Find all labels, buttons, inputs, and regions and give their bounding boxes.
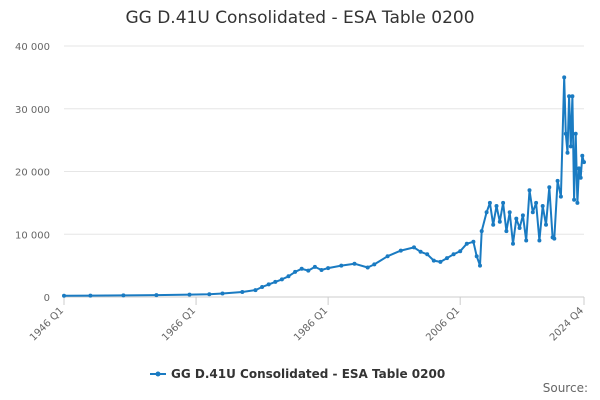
series-layer[interactable]	[62, 75, 586, 298]
data-point[interactable]	[563, 131, 568, 136]
chart-title: GG D.41U Consolidated - ESA Table 0200	[125, 8, 475, 28]
data-point[interactable]	[572, 197, 577, 202]
data-point[interactable]	[273, 279, 278, 284]
data-point[interactable]	[578, 175, 583, 180]
data-point[interactable]	[573, 131, 578, 136]
data-point[interactable]	[220, 291, 225, 296]
data-point[interactable]	[326, 266, 331, 271]
data-point[interactable]	[562, 75, 567, 80]
data-point[interactable]	[412, 245, 416, 250]
data-point[interactable]	[577, 166, 581, 171]
x-tick-label: 1966 Q1	[160, 305, 198, 343]
data-point[interactable]	[293, 269, 298, 274]
data-point[interactable]	[540, 204, 545, 208]
y-tick-label: 20 000	[15, 168, 50, 179]
data-point[interactable]	[575, 200, 580, 205]
y-axis-tick-labels: 0 10 000 20 000 30 000 40 000	[15, 42, 50, 304]
data-point[interactable]	[306, 268, 311, 273]
data-point[interactable]	[458, 249, 463, 254]
data-point[interactable]	[494, 204, 499, 208]
data-point[interactable]	[365, 265, 370, 270]
x-tick-label: 1946 Q1	[28, 305, 66, 343]
data-point[interactable]	[207, 292, 212, 297]
data-point[interactable]	[487, 200, 492, 205]
data-point[interactable]	[266, 282, 271, 287]
data-point[interactable]	[372, 262, 377, 267]
x-axis-tick-labels: 1946 Q1 1966 Q1 1986 Q1 2006 Q1 2024 Q4	[28, 305, 586, 343]
data-point[interactable]	[501, 200, 506, 205]
x-tick-label: 2024 Q4	[548, 305, 586, 343]
data-point[interactable]	[319, 268, 324, 272]
data-point[interactable]	[474, 254, 479, 259]
data-point[interactable]	[544, 222, 548, 227]
legend-marker	[155, 371, 161, 377]
data-point[interactable]	[570, 94, 575, 99]
data-point[interactable]	[534, 200, 539, 205]
data-point[interactable]	[425, 252, 430, 257]
data-point[interactable]	[524, 238, 529, 243]
x-axis	[63, 296, 585, 305]
data-point[interactable]	[385, 254, 390, 259]
x-tick-label: 1986 Q1	[292, 305, 330, 343]
data-point[interactable]	[451, 252, 456, 257]
data-point[interactable]	[565, 150, 570, 155]
data-point[interactable]	[547, 185, 552, 190]
data-point[interactable]	[438, 259, 443, 264]
y-tick-label: 40 000	[15, 42, 50, 53]
data-point[interactable]	[514, 216, 519, 221]
data-point[interactable]	[121, 293, 126, 298]
series-line[interactable]	[63, 76, 585, 297]
data-point[interactable]	[555, 178, 560, 183]
data-point[interactable]	[558, 194, 563, 199]
data-point[interactable]	[312, 264, 317, 269]
data-point[interactable]	[279, 277, 284, 282]
data-point[interactable]	[445, 256, 449, 261]
legend-label: GG D.41U Consolidated - ESA Table 0200	[171, 367, 445, 381]
y-tick-label: 10 000	[15, 230, 50, 241]
gridlines	[64, 45, 584, 235]
data-point[interactable]	[582, 160, 586, 165]
data-point[interactable]	[187, 292, 192, 297]
data-point[interactable]	[286, 274, 291, 279]
data-point[interactable]	[552, 236, 557, 241]
data-point[interactable]	[491, 222, 496, 227]
y-tick-label: 0	[44, 293, 50, 304]
data-point[interactable]	[537, 238, 542, 243]
data-point[interactable]	[464, 241, 469, 246]
data-point[interactable]	[398, 248, 403, 253]
data-point[interactable]	[479, 229, 484, 234]
data-point[interactable]	[154, 293, 159, 298]
data-point[interactable]	[568, 144, 573, 149]
data-point[interactable]	[530, 210, 535, 215]
data-point[interactable]	[431, 258, 436, 263]
x-tick-label: 2006 Q1	[424, 305, 462, 343]
data-point[interactable]	[497, 219, 502, 224]
data-point[interactable]	[240, 290, 245, 294]
data-point[interactable]	[478, 263, 482, 268]
data-point[interactable]	[504, 229, 509, 234]
data-point[interactable]	[580, 153, 585, 158]
data-point[interactable]	[260, 285, 265, 289]
data-point[interactable]	[352, 261, 357, 266]
data-point[interactable]	[253, 288, 258, 293]
data-point[interactable]	[520, 213, 525, 218]
data-point[interactable]	[527, 188, 532, 193]
legend[interactable]: GG D.41U Consolidated - ESA Table 0200	[150, 367, 445, 381]
data-point[interactable]	[511, 241, 515, 246]
data-point[interactable]	[418, 249, 423, 254]
data-point[interactable]	[62, 293, 66, 298]
data-point[interactable]	[484, 210, 489, 215]
data-point[interactable]	[88, 293, 93, 298]
data-point[interactable]	[507, 210, 512, 215]
data-point[interactable]	[567, 94, 572, 99]
source-label: Source:	[542, 381, 588, 395]
data-point[interactable]	[339, 263, 344, 268]
data-point[interactable]	[517, 226, 522, 230]
data-point[interactable]	[299, 266, 304, 271]
y-tick-label: 30 000	[15, 105, 50, 116]
data-point[interactable]	[471, 239, 476, 244]
